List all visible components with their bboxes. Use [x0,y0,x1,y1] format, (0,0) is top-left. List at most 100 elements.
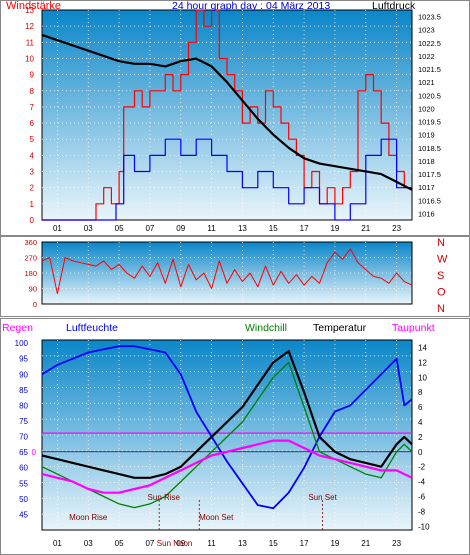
chart3-y-left-tick: 55 [19,479,28,488]
chart1-y-left-tick: 8 [30,87,35,96]
chart2-y-tick: 270 [24,254,37,263]
chart1-y-left-tick: 4 [30,151,35,160]
chart1-y-right-tick: 1017.5 [418,170,441,179]
chart2-y-tick: 90 [29,285,37,294]
series-dewpoint-line [41,439,413,494]
chart3-x-tick: 11 [207,539,216,548]
chart3-y-right-tick: 0 [418,448,423,457]
chart1-y-left-tick: 1 [30,200,35,209]
chart3-y-right-tick: 8 [418,388,423,397]
chart3-legend-label: Luftfeuchte [66,322,118,334]
chart1-x-tick: 13 [238,224,247,233]
chart3-y-right-tick: 12 [418,358,427,367]
chart3-x-tick: 21 [361,539,370,548]
chart3-y-right-tick: 2 [418,433,423,442]
chart3-y-left-tick: 95 [19,355,28,364]
chart1-y-left-tick: 9 [30,71,35,80]
chart1-y-right-tick: 1023 [418,26,435,35]
chart1-x-tick: 11 [207,224,216,233]
chart1-y-right-tick: 1016.5 [418,196,441,205]
chart3-x-tick: 07 [145,539,154,548]
chart3-annotation: Sun Set [308,493,337,502]
chart3-annotation: Sun Rise [148,493,181,502]
chart1-title: 24 hour graph day : 04 März 2013 [172,0,330,12]
chart1-y-left-tick: 0 [30,216,35,225]
chart1-y-right-tick: 1018.5 [418,144,441,153]
chart1-y-right-tick: 1022.5 [418,39,441,48]
chart3-annotation: Sun Noon [157,539,193,548]
chart3-x-tick: 03 [84,539,93,548]
chart2-y-tick: 360 [24,238,37,247]
plot-area-1 [41,9,413,221]
chart1-x-tick: 07 [145,224,154,233]
series-humidity-line [41,345,413,510]
chart3-y-right-tick: -4 [418,478,426,487]
chart1-y-right-tick: 1019 [418,131,435,140]
chart1-y-right-tick: 1022 [418,52,435,61]
chart1-y-left-tick: 7 [30,103,35,112]
chart1-y-left-tick: 13 [25,6,34,15]
series-temperature-line [41,350,413,479]
chart3-y-right-tick: -10 [418,522,430,531]
chart2-y-tick: 0 [33,300,37,309]
chart3-y-right-tick: 14 [418,343,427,352]
chart3-y-right-tick: -8 [418,507,426,516]
chart2-compass-label: O [437,287,446,299]
chart1-y-right-tick: 1021 [418,78,435,87]
chart3-y-left-tick: 70 [19,433,28,442]
chart3-y-right-tick: 10 [418,373,427,382]
chart1-y-right-tick: 1017 [418,183,435,192]
chart3-y-left-tick: 65 [19,448,28,457]
chart3-y-right-tick: -2 [418,463,426,472]
chart1-x-tick: 23 [392,224,401,233]
chart3-x-tick: 01 [53,539,62,548]
chart1-y-left-tick: 2 [30,184,35,193]
chart3-y-left-tick: 60 [19,464,28,473]
chart1-y-left-tick: 5 [30,135,35,144]
chart1-y-left-tick: 3 [30,168,35,177]
series-windchill-line [41,361,413,509]
chart3-y-left-tick: 75 [19,417,28,426]
chart3-x-tick: 23 [392,539,401,548]
chart1-right-label: Luftdruck [372,0,416,12]
chart1-y-left-tick: 6 [30,119,35,128]
chart1-y-left-tick: 10 [25,54,34,63]
chart1-y-right-tick: 1023.5 [418,13,441,22]
chart1-left-label: Windstärke [6,0,61,12]
chart1-x-tick: 17 [300,224,309,233]
chart3-y-left-tick: 90 [19,370,28,379]
chart3-legend-label: Temperatur [313,322,367,334]
chart3-legend-label: Taupunkt [392,322,435,334]
chart1-x-tick: 21 [361,224,370,233]
chart1-x-tick: 05 [115,224,124,233]
chart1-x-tick: 09 [176,224,185,233]
chart2-y-tick: 180 [24,269,37,278]
chart2-compass-label: S [437,270,444,282]
chart1-y-right-tick: 1019.5 [418,118,441,127]
chart2-compass-label: W [437,254,448,266]
series-wind-avg-line [42,138,412,221]
chart3-legend-label: Regen [2,322,33,334]
chart3-y-right-tick: 6 [418,403,423,412]
chart2-compass-label: N [437,237,445,249]
chart1-y-right-tick: 1018 [418,157,435,166]
chart3-legend-label: Windchill [245,322,287,334]
chart1-y-right-tick: 1020.5 [418,91,441,100]
chart2-compass-label: N [437,303,445,315]
chart3-x-tick: 17 [300,539,309,548]
chart1-x-tick: 03 [84,224,93,233]
chart3-y-right-tick: 4 [418,418,423,427]
chart1-y-left-tick: 11 [26,38,35,47]
chart1-y-right-tick: 1021.5 [418,65,441,74]
chart3-x-tick: 09 [176,539,185,548]
chart3-y-left-tick: 85 [19,386,28,395]
chart3-x-tick: 13 [238,539,247,548]
chart3-x-tick: 19 [330,539,339,548]
chart3-y-left-tick: 50 [19,495,28,504]
series-wind-gust-line [42,9,412,221]
chart3-y-left-tick: 80 [19,401,28,410]
chart1-x-tick: 19 [330,224,339,233]
series-wind-direction-line [41,248,413,295]
